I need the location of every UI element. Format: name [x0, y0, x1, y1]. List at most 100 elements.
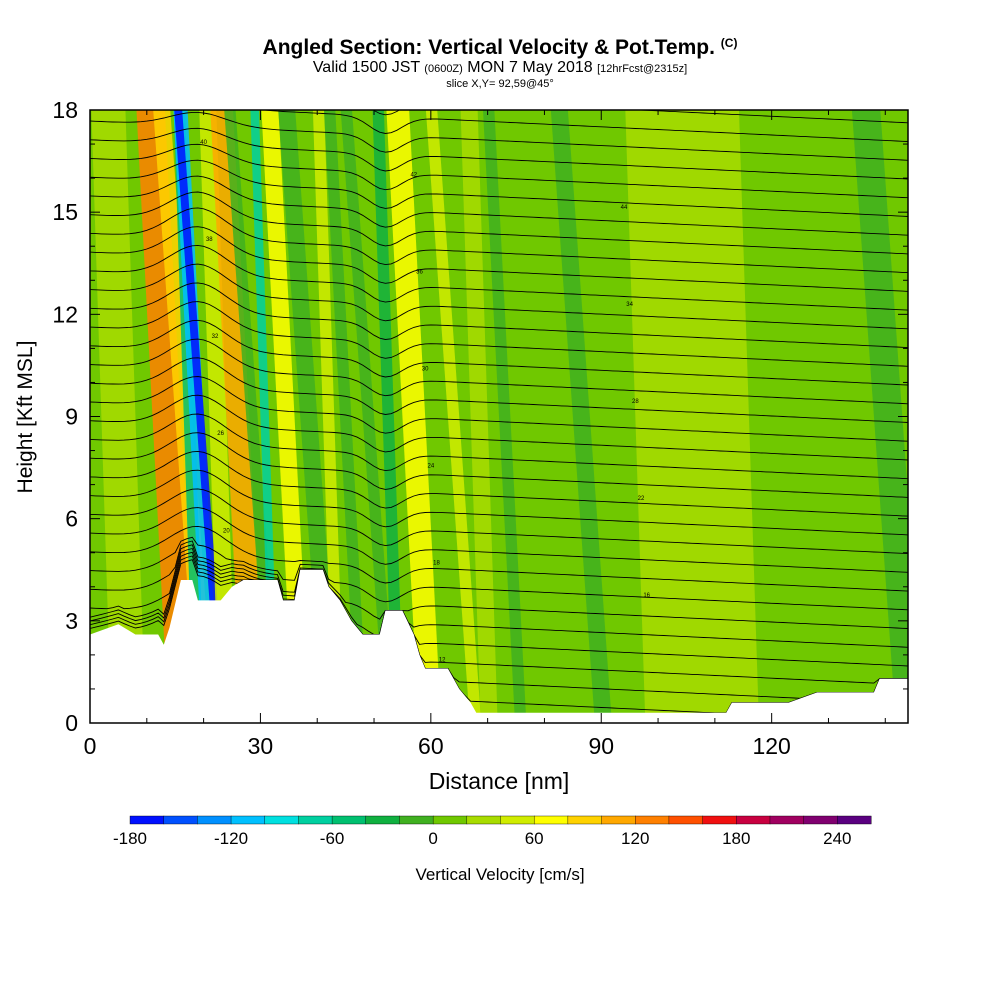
velocity-band [199, 110, 237, 723]
isentrope-label: 20 [223, 528, 230, 534]
colorbar-swatch [500, 815, 535, 825]
valid-utc: (0600Z) [424, 63, 463, 75]
x-tick-labels: 0 30 60 90 120 [84, 733, 791, 759]
x-axis-label: Distance [nm] [429, 768, 570, 794]
isentrope-label: 26 [217, 431, 224, 437]
title-unit: (C) [720, 36, 738, 50]
isentrope-line [90, 244, 908, 311]
colorbar-swatch [230, 815, 266, 825]
isentrope-line [90, 301, 908, 367]
isentrope-line [90, 319, 908, 386]
isentrope-line [90, 143, 908, 199]
isentrope-line [90, 469, 908, 536]
chart-title: Angled Section: Vertical Velocity & Pot.… [0, 36, 1000, 60]
colorbar-tick-label: 60 [525, 829, 544, 848]
isentrope-label: 44 [621, 205, 628, 211]
isentrope-line [90, 540, 908, 629]
colorbar-tick-label: 240 [823, 829, 851, 848]
colorbar-tick-label: 0 [428, 829, 437, 848]
y-tick-label: 0 [65, 710, 78, 736]
colorbar-swatch [197, 815, 232, 825]
y-tick-label: 18 [52, 97, 78, 123]
colorbar-swatch [803, 815, 838, 825]
isentrope-line [90, 394, 908, 461]
isentrope-line [90, 413, 908, 480]
isentrope-label: 38 [206, 237, 213, 243]
isentrope-line [90, 282, 908, 349]
isentrope-label: 16 [643, 593, 650, 599]
isentrope-label: 36 [416, 269, 423, 275]
x-tick-label: 60 [418, 733, 444, 759]
colorbar-swatch [365, 815, 400, 825]
isentrope-line [90, 159, 908, 217]
isentrope-line [90, 547, 908, 667]
isentrope-line [90, 544, 908, 648]
isentrope-label: 42 [410, 172, 417, 178]
isentrope-line [90, 175, 908, 236]
velocity-band [91, 110, 146, 723]
x-tick-label: 30 [248, 733, 274, 759]
y-tick-label: 6 [65, 506, 78, 532]
colorbar-tick-label: 120 [621, 829, 649, 848]
colorbar-swatch [331, 815, 367, 825]
colorbar-swatch [533, 815, 569, 825]
isentrope-label: 28 [632, 399, 639, 405]
y-tick-label: 15 [52, 199, 78, 225]
isentrope-line [90, 226, 908, 292]
isentrope-line [90, 65, 908, 105]
isentrope-label: 24 [427, 464, 434, 470]
isentrope-line [90, 551, 908, 684]
colorbar-swatch [466, 815, 501, 825]
x-tick-label: 0 [84, 733, 97, 759]
colorbar-label: Vertical Velocity [cm/s] [415, 865, 584, 884]
colorbar-tick-label: -120 [214, 829, 248, 848]
isentrope-line [90, 555, 908, 699]
velocity-band [323, 110, 368, 723]
isentrope-line [90, 207, 908, 274]
isentrope-line [90, 525, 908, 592]
colorbar-swatch [702, 815, 737, 825]
colorbar-tick-label: -60 [320, 829, 345, 848]
isentrope-line [90, 450, 908, 517]
colorbar-swatch [601, 815, 636, 825]
colorbar-swatch [298, 815, 333, 825]
velocity-band [483, 110, 527, 723]
isentrope-line [90, 357, 908, 423]
velocity-band [136, 110, 197, 723]
slice-label: slice X,Y= 92,59@45° [446, 78, 554, 90]
isentrope-line [90, 263, 908, 330]
isentrope-line [90, 127, 908, 180]
velocity-band [340, 110, 397, 723]
isentrope-line [90, 536, 908, 611]
valid-date: MON 7 May 2018 [467, 59, 593, 76]
chart-title-text: Angled Section: Vertical Velocity & Pot.… [262, 36, 715, 59]
colorbar-swatch [399, 815, 434, 825]
velocity-band [767, 110, 834, 723]
colorbar-swatch [163, 815, 198, 825]
isentrope-line [90, 191, 908, 255]
isentrope-line [90, 376, 908, 442]
y-tick-label: 3 [65, 608, 78, 634]
velocity-band [550, 110, 612, 723]
isentrope-line [90, 432, 908, 498]
terrain-mask [90, 569, 908, 723]
colorbar-tick-label: -180 [113, 829, 147, 848]
colorbar [129, 815, 872, 825]
isentrope-line [90, 507, 908, 573]
y-axis-label: Height [Kft MSL] [14, 341, 37, 494]
colorbar-swatch [432, 815, 468, 825]
isentrope-label: 30 [422, 367, 429, 373]
colorbar-swatch [769, 815, 805, 825]
colorbar-swatch [567, 815, 603, 825]
colorbar-swatch [129, 815, 165, 825]
y-tick-label: 12 [52, 301, 78, 327]
colorbar-swatch [668, 815, 704, 825]
isentrope-label: 18 [433, 561, 440, 567]
isentrope-label: 22 [638, 496, 645, 502]
forecast-label: [12hrFcst@2315z] [597, 63, 688, 75]
colorbar-swatch [635, 815, 670, 825]
isentrope-line [90, 488, 908, 555]
velocity-band [386, 110, 442, 723]
y-tick-label: 9 [65, 404, 78, 430]
